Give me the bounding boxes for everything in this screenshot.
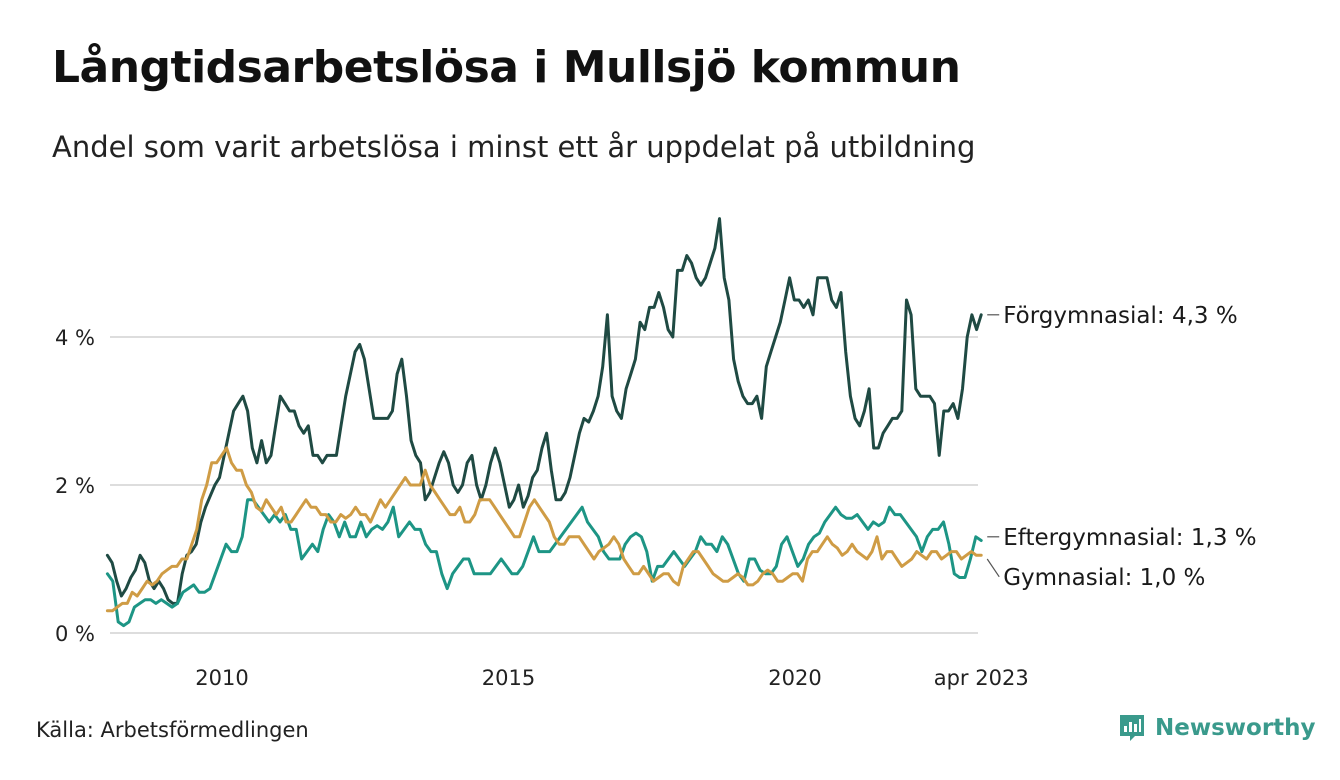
chart-subtitle: Andel som varit arbetslösa i minst ett å…	[52, 130, 976, 164]
series-end-labels: Förgymnasial: 4,3 % Eftergymnasial: 1,3 %…	[986, 303, 1257, 591]
y-axis-ticks: 0 % 2 % 4 %	[55, 326, 95, 646]
label-connector-gymnasial	[986, 558, 1000, 578]
x-tick-label: 2020	[768, 666, 821, 690]
chart-title: Långtidsarbetslösa i Mullsjö kommun	[52, 42, 961, 93]
x-tick-label: 2010	[195, 666, 248, 690]
series-end-label-eftergymnasial: Eftergymnasial: 1,3 %	[1003, 525, 1256, 551]
brand-logo: Newsworthy	[1118, 713, 1316, 743]
series-end-label-gymnasial: Gymnasial: 1,0 %	[1003, 565, 1205, 591]
series-end-label-förgymnasial: Förgymnasial: 4,3 %	[1003, 303, 1237, 329]
x-axis-ticks: 2010 2015 2020 apr 2023	[195, 666, 1028, 690]
series-line-gymnasial	[105, 446, 983, 613]
newsworthy-logo-icon	[1120, 715, 1144, 741]
y-tick-label: 2 %	[55, 474, 95, 498]
x-tick-label: 2015	[482, 666, 535, 690]
brand-name: Newsworthy	[1155, 715, 1316, 741]
source-note: Källa: Arbetsförmedlingen	[36, 718, 309, 742]
y-tick-label: 0 %	[55, 622, 95, 646]
x-tick-label: apr 2023	[934, 666, 1029, 690]
y-tick-label: 4 %	[55, 326, 95, 350]
grid-lines	[110, 336, 978, 634]
series-line-förgymnasial	[105, 217, 983, 605]
series-line-eftergymnasial	[105, 498, 983, 628]
series-lines	[105, 217, 983, 628]
